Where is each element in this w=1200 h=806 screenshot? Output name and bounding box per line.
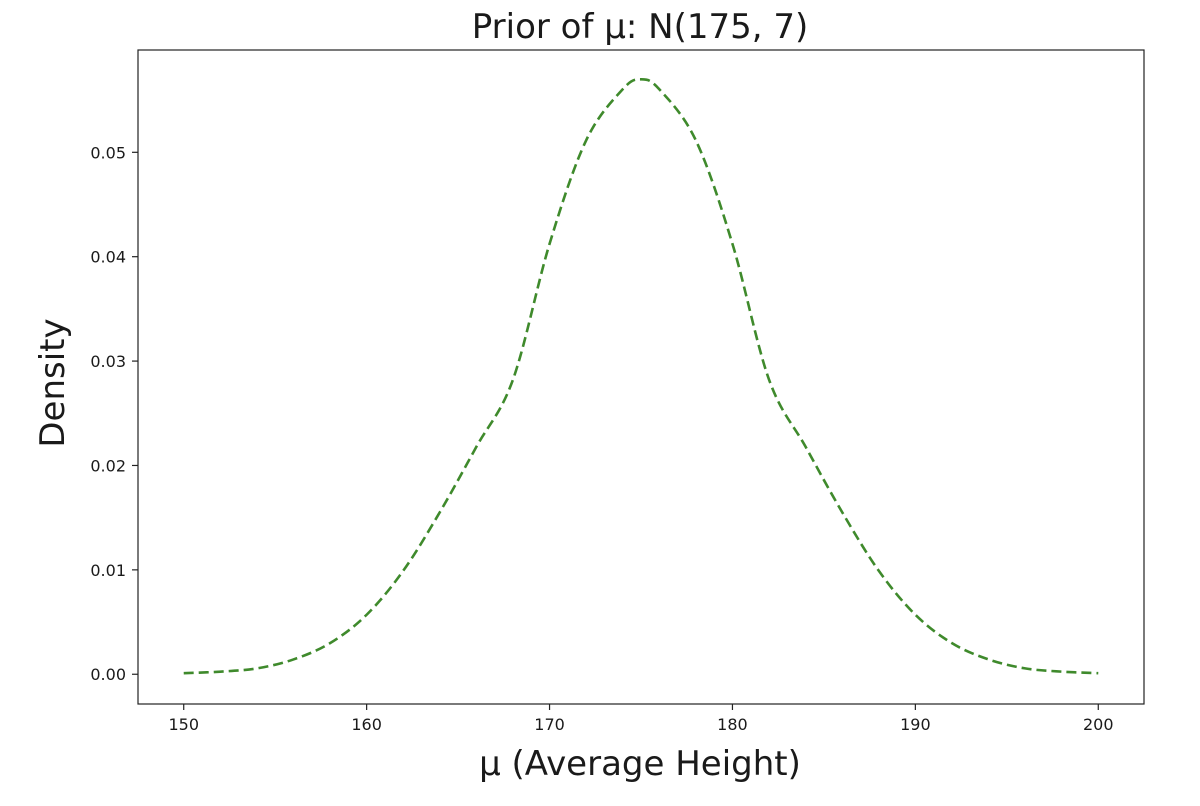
x-tick-label: 150 [168, 715, 199, 734]
y-tick-label: 0.02 [90, 456, 126, 475]
x-tick-label: 160 [351, 715, 382, 734]
y-tick-label: 0.01 [90, 561, 126, 580]
x-axis-label: μ (Average Height) [479, 744, 801, 784]
y-tick-label: 0.00 [90, 665, 126, 684]
y-tick-label: 0.03 [90, 352, 126, 371]
chart-title: Prior of μ: N(175, 7) [472, 7, 809, 47]
x-tick-label: 200 [1083, 715, 1114, 734]
x-axis-ticks: 150 160 170 180 190 200 [168, 704, 1114, 734]
x-tick-label: 190 [900, 715, 931, 734]
x-tick-label: 170 [534, 715, 565, 734]
y-tick-label: 0.05 [90, 143, 126, 162]
plot-area-frame [137, 49, 1145, 705]
y-tick-label: 0.04 [90, 248, 126, 267]
y-axis-label: Density [33, 318, 73, 447]
density-curve-line [183, 78, 1099, 675]
y-axis-ticks: 0.00 0.01 0.02 0.03 0.04 0.05 [90, 143, 138, 684]
x-tick-label: 180 [717, 715, 748, 734]
